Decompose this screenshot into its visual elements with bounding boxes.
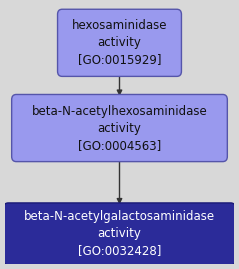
Text: beta-N-acetylgalactosaminidase
activity
[GO:0032428]: beta-N-acetylgalactosaminidase activity … (24, 210, 215, 257)
FancyBboxPatch shape (58, 9, 181, 76)
FancyBboxPatch shape (12, 94, 227, 162)
FancyBboxPatch shape (4, 203, 235, 265)
Text: hexosaminidase
activity
[GO:0015929]: hexosaminidase activity [GO:0015929] (72, 19, 167, 66)
Text: beta-N-acetylhexosaminidase
activity
[GO:0004563]: beta-N-acetylhexosaminidase activity [GO… (32, 105, 207, 151)
